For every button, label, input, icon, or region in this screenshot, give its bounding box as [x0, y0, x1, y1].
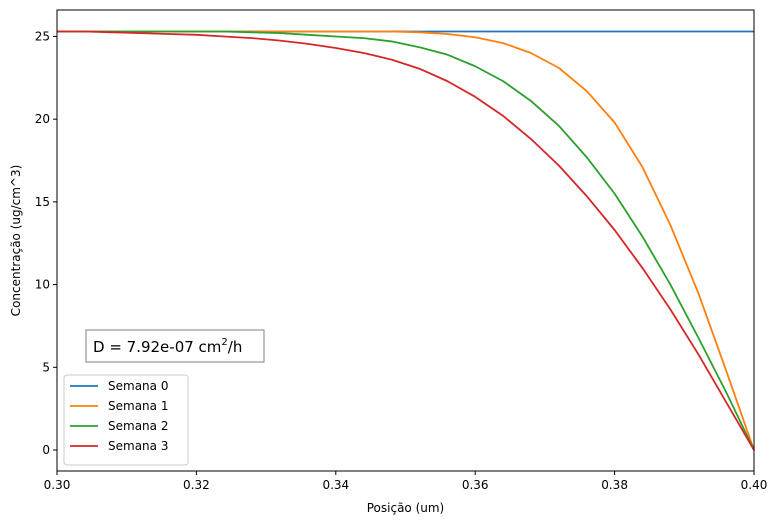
y-tick-label: 15: [35, 195, 50, 209]
legend-label-0: Semana 0: [108, 379, 168, 393]
y-tick-label: 10: [35, 278, 50, 292]
annotation-frame: [85, 329, 265, 363]
legend-label-2: Semana 2: [108, 419, 168, 433]
x-axis-label: Posição (um): [367, 501, 445, 515]
y-tick-label: 20: [35, 112, 50, 126]
series-line-2: [57, 30, 755, 451]
x-tick-label: 0.38: [601, 478, 628, 492]
series-line-3: [57, 30, 755, 451]
x-tick-label: 0.34: [322, 478, 349, 492]
annotation-text: D = 7.92e-07 cm2/h: [93, 337, 242, 356]
x-tick-label: 0.40: [741, 478, 768, 492]
annotation-sup: 2: [221, 337, 227, 348]
x-tick-label: 0.36: [462, 478, 489, 492]
y-tick-label: 5: [42, 360, 50, 374]
y-axis-label: Concentração (ug/cm^3): [9, 165, 23, 317]
y-tick-label: 25: [35, 29, 50, 43]
annotation-prefix: D = 7.92e-07 cm: [93, 338, 221, 356]
annotation-suffix: /h: [228, 338, 243, 356]
legend-frame: [63, 374, 189, 466]
plot-frame: [56, 9, 755, 472]
x-tick-label: 0.32: [183, 478, 210, 492]
x-axis-ticks: 0.30 0.32 0.34 0.36 0.38 0.40: [44, 471, 768, 492]
y-axis-ticks: 0 5 10 15 20 25: [35, 29, 57, 457]
x-tick-label: 0.30: [44, 478, 71, 492]
series-layer: [57, 30, 755, 451]
legend: Semana 0 Semana 1 Semana 2 Semana 3: [63, 374, 189, 466]
annotation-box: D = 7.92e-07 cm2/h: [85, 329, 265, 363]
legend-label-3: Semana 3: [108, 439, 168, 453]
y-tick-label: 0: [42, 443, 50, 457]
legend-label-1: Semana 1: [108, 399, 168, 413]
